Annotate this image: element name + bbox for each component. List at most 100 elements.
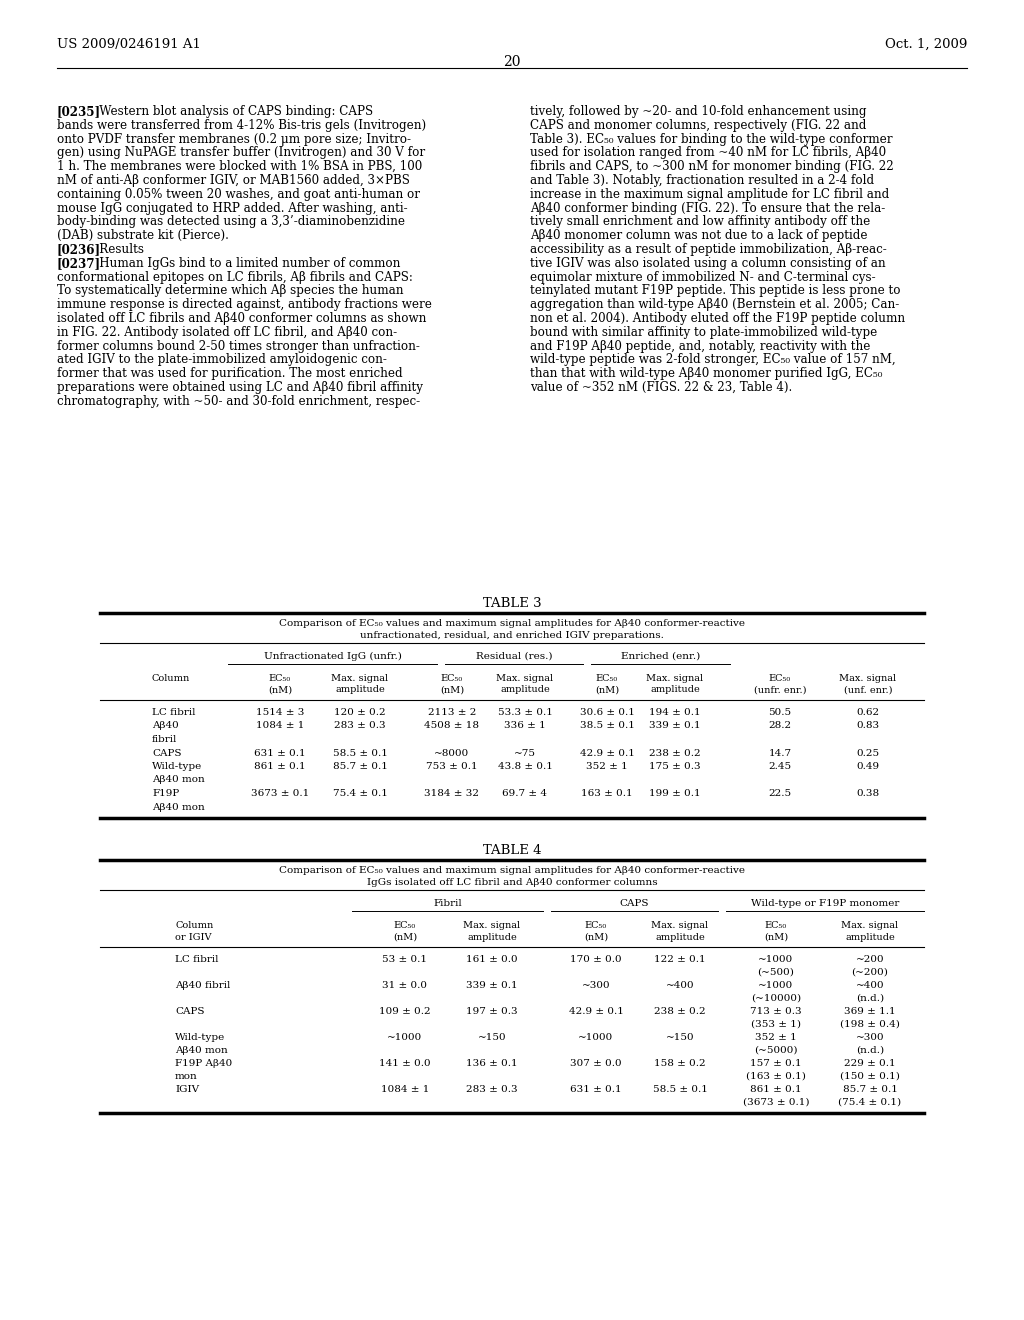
Text: Wild-type or F19P monomer: Wild-type or F19P monomer xyxy=(751,899,899,908)
Text: onto PVDF transfer membranes (0.2 μm pore size; Invitro-: onto PVDF transfer membranes (0.2 μm por… xyxy=(57,132,411,145)
Text: increase in the maximum signal amplitude for LC fibril and: increase in the maximum signal amplitude… xyxy=(530,187,889,201)
Text: [0235]: [0235] xyxy=(57,106,101,117)
Text: 336 ± 1: 336 ± 1 xyxy=(504,722,546,730)
Text: 14.7: 14.7 xyxy=(768,748,792,758)
Text: Aβ40 conformer binding (FIG. 22). To ensure that the rela-: Aβ40 conformer binding (FIG. 22). To ens… xyxy=(530,202,886,215)
Text: unfractionated, residual, and enriched IGIV preparations.: unfractionated, residual, and enriched I… xyxy=(360,631,664,640)
Text: wild-type peptide was 2-fold stronger, EC₅₀ value of 157 nM,: wild-type peptide was 2-fold stronger, E… xyxy=(530,354,896,367)
Text: ~200: ~200 xyxy=(856,954,885,964)
Text: Max. signal: Max. signal xyxy=(497,675,554,682)
Text: 0.62: 0.62 xyxy=(856,708,880,717)
Text: F19P Aβ40: F19P Aβ40 xyxy=(175,1059,232,1068)
Text: 85.7 ± 0.1: 85.7 ± 0.1 xyxy=(333,762,387,771)
Text: EC₅₀: EC₅₀ xyxy=(394,921,416,931)
Text: IGIV: IGIV xyxy=(175,1085,199,1094)
Text: ~300: ~300 xyxy=(856,1034,885,1041)
Text: teinylated mutant F19P peptide. This peptide is less prone to: teinylated mutant F19P peptide. This pep… xyxy=(530,284,900,297)
Text: 38.5 ± 0.1: 38.5 ± 0.1 xyxy=(580,722,635,730)
Text: Wild-type: Wild-type xyxy=(175,1034,225,1041)
Text: [0236]: [0236] xyxy=(57,243,101,256)
Text: 75.4 ± 0.1: 75.4 ± 0.1 xyxy=(333,789,387,799)
Text: ~150: ~150 xyxy=(666,1034,694,1041)
Text: 42.9 ± 0.1: 42.9 ± 0.1 xyxy=(580,748,635,758)
Text: bound with similar affinity to plate-immobilized wild-type: bound with similar affinity to plate-imm… xyxy=(530,326,878,339)
Text: Aβ40 mon: Aβ40 mon xyxy=(152,803,205,812)
Text: LC fibril: LC fibril xyxy=(175,954,218,964)
Text: 141 ± 0.0: 141 ± 0.0 xyxy=(379,1059,431,1068)
Text: aggregation than wild-type Aβ40 (Bernstein et al. 2005; Can-: aggregation than wild-type Aβ40 (Bernste… xyxy=(530,298,899,312)
Text: 50.5: 50.5 xyxy=(768,708,792,717)
Text: (~200): (~200) xyxy=(852,968,889,977)
Text: IgGs isolated off LC fibril and Aβ40 conformer columns: IgGs isolated off LC fibril and Aβ40 con… xyxy=(367,878,657,887)
Text: 2.45: 2.45 xyxy=(768,762,792,771)
Text: Oct. 1, 2009: Oct. 1, 2009 xyxy=(885,38,967,51)
Text: 194 ± 0.1: 194 ± 0.1 xyxy=(649,708,700,717)
Text: 1514 ± 3: 1514 ± 3 xyxy=(256,708,304,717)
Text: (n.d.): (n.d.) xyxy=(856,994,884,1003)
Text: 1084 ± 1: 1084 ± 1 xyxy=(256,722,304,730)
Text: 238 ± 0.2: 238 ± 0.2 xyxy=(654,1007,706,1016)
Text: used for isolation ranged from ~40 nM for LC fibrils, Aβ40: used for isolation ranged from ~40 nM fo… xyxy=(530,147,886,160)
Text: (nM): (nM) xyxy=(440,685,464,694)
Text: amplitude: amplitude xyxy=(467,932,517,941)
Text: 861 ± 0.1: 861 ± 0.1 xyxy=(751,1085,802,1094)
Text: 53.3 ± 0.1: 53.3 ± 0.1 xyxy=(498,708,552,717)
Text: 22.5: 22.5 xyxy=(768,789,792,799)
Text: tively, followed by ~20- and 10-fold enhancement using: tively, followed by ~20- and 10-fold enh… xyxy=(530,106,866,117)
Text: amplitude: amplitude xyxy=(335,685,385,694)
Text: 28.2: 28.2 xyxy=(768,722,792,730)
Text: Table 3). EC₅₀ values for binding to the wild-type conformer: Table 3). EC₅₀ values for binding to the… xyxy=(530,132,893,145)
Text: conformational epitopes on LC fibrils, Aβ fibrils and CAPS:: conformational epitopes on LC fibrils, A… xyxy=(57,271,413,284)
Text: Max. signal: Max. signal xyxy=(464,921,520,931)
Text: Max. signal: Max. signal xyxy=(842,921,899,931)
Text: 283 ± 0.3: 283 ± 0.3 xyxy=(466,1085,518,1094)
Text: 1 h. The membranes were blocked with 1% BSA in PBS, 100: 1 h. The membranes were blocked with 1% … xyxy=(57,160,422,173)
Text: (~5000): (~5000) xyxy=(755,1045,798,1055)
Text: Max. signal: Max. signal xyxy=(646,675,703,682)
Text: 238 ± 0.2: 238 ± 0.2 xyxy=(649,748,700,758)
Text: 0.49: 0.49 xyxy=(856,762,880,771)
Text: mouse IgG conjugated to HRP added. After washing, anti-: mouse IgG conjugated to HRP added. After… xyxy=(57,202,408,215)
Text: Western blot analysis of CAPS binding: CAPS: Western blot analysis of CAPS binding: C… xyxy=(88,106,373,117)
Text: amplitude: amplitude xyxy=(500,685,550,694)
Text: ~400: ~400 xyxy=(666,981,694,990)
Text: accessibility as a result of peptide immobilization, Aβ-reac-: accessibility as a result of peptide imm… xyxy=(530,243,887,256)
Text: (nM): (nM) xyxy=(764,932,788,941)
Text: 199 ± 0.1: 199 ± 0.1 xyxy=(649,789,700,799)
Text: 631 ± 0.1: 631 ± 0.1 xyxy=(254,748,306,758)
Text: non et al. 2004). Antibody eluted off the F19P peptide column: non et al. 2004). Antibody eluted off th… xyxy=(530,312,905,325)
Text: 158 ± 0.2: 158 ± 0.2 xyxy=(654,1059,706,1068)
Text: 69.7 ± 4: 69.7 ± 4 xyxy=(503,789,548,799)
Text: (nM): (nM) xyxy=(584,932,608,941)
Text: ~150: ~150 xyxy=(477,1034,506,1041)
Text: 861 ± 0.1: 861 ± 0.1 xyxy=(254,762,306,771)
Text: 20: 20 xyxy=(503,55,521,69)
Text: 122 ± 0.1: 122 ± 0.1 xyxy=(654,954,706,964)
Text: ~1000: ~1000 xyxy=(387,1034,423,1041)
Text: 3184 ± 32: 3184 ± 32 xyxy=(425,789,479,799)
Text: (unfr. enr.): (unfr. enr.) xyxy=(754,685,806,694)
Text: 31 ± 0.0: 31 ± 0.0 xyxy=(383,981,427,990)
Text: To systematically determine which Aβ species the human: To systematically determine which Aβ spe… xyxy=(57,284,403,297)
Text: 339 ± 0.1: 339 ± 0.1 xyxy=(466,981,518,990)
Text: 43.8 ± 0.1: 43.8 ± 0.1 xyxy=(498,762,552,771)
Text: Column: Column xyxy=(152,675,190,682)
Text: and Table 3). Notably, fractionation resulted in a 2-4 fold: and Table 3). Notably, fractionation res… xyxy=(530,174,874,187)
Text: EC₅₀: EC₅₀ xyxy=(585,921,607,931)
Text: nM of anti-Aβ conformer IGIV, or MAB1560 added, 3×PBS: nM of anti-Aβ conformer IGIV, or MAB1560… xyxy=(57,174,410,187)
Text: Wild-type: Wild-type xyxy=(152,762,203,771)
Text: preparations were obtained using LC and Aβ40 fibril affinity: preparations were obtained using LC and … xyxy=(57,381,423,393)
Text: tive IGIV was also isolated using a column consisting of an: tive IGIV was also isolated using a colu… xyxy=(530,257,886,269)
Text: chromatography, with ~50- and 30-fold enrichment, respec-: chromatography, with ~50- and 30-fold en… xyxy=(57,395,420,408)
Text: (75.4 ± 0.1): (75.4 ± 0.1) xyxy=(839,1098,901,1107)
Text: gen) using NuPAGE transfer buffer (Invitrogen) and 30 V for: gen) using NuPAGE transfer buffer (Invit… xyxy=(57,147,425,160)
Text: Comparison of EC₅₀ values and maximum signal amplitudes for Aβ40 conformer-react: Comparison of EC₅₀ values and maximum si… xyxy=(279,866,745,875)
Text: 157 ± 0.1: 157 ± 0.1 xyxy=(751,1059,802,1068)
Text: ated IGIV to the plate-immobilized amyloidogenic con-: ated IGIV to the plate-immobilized amylo… xyxy=(57,354,387,367)
Text: Aβ40 mon: Aβ40 mon xyxy=(175,1045,227,1055)
Text: TABLE 3: TABLE 3 xyxy=(482,597,542,610)
Text: fibrils and CAPS, to ~300 nM for monomer binding (FIG. 22: fibrils and CAPS, to ~300 nM for monomer… xyxy=(530,160,894,173)
Text: (3673 ± 0.1): (3673 ± 0.1) xyxy=(742,1098,809,1107)
Text: Aβ40: Aβ40 xyxy=(152,722,179,730)
Text: and F19P Aβ40 peptide, and, notably, reactivity with the: and F19P Aβ40 peptide, and, notably, rea… xyxy=(530,339,870,352)
